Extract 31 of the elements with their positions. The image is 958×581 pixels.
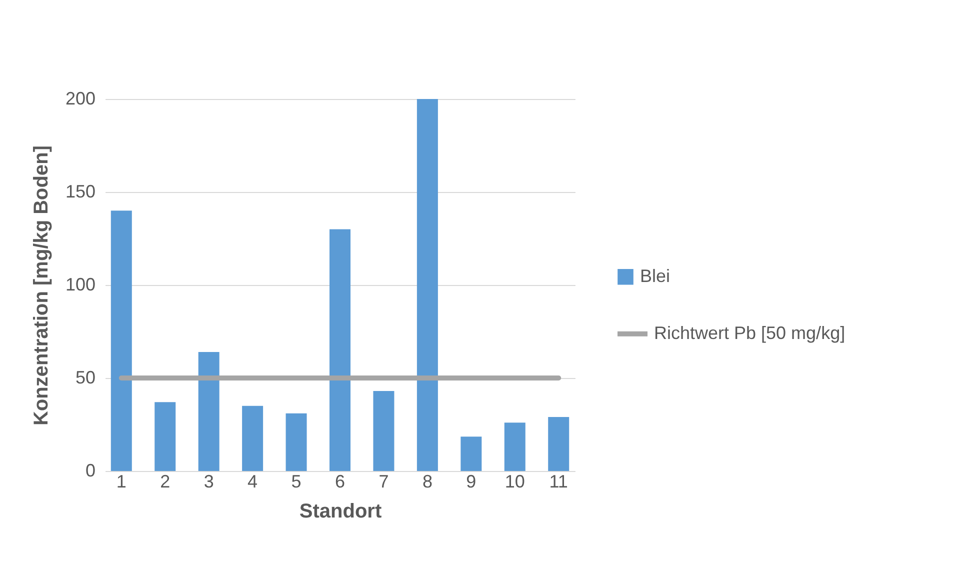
- x-tick-label: 4: [248, 472, 258, 492]
- x-tick-label: 8: [422, 472, 432, 492]
- y-tick-label: 150: [65, 182, 96, 202]
- x-tick-label: 11: [549, 472, 568, 492]
- bar: [198, 352, 220, 471]
- x-tick-label: 10: [504, 472, 525, 492]
- bar: [416, 99, 438, 471]
- y-tick-label: 50: [75, 368, 96, 388]
- bar: [154, 402, 176, 471]
- bar: [373, 391, 394, 471]
- x-tick-label: 3: [204, 472, 214, 492]
- y-tick-label: 100: [65, 274, 96, 294]
- bar: [110, 210, 132, 471]
- x-tick-label: 6: [334, 472, 346, 492]
- x-tick-label: 5: [291, 472, 302, 492]
- legend-label: Blei: [640, 266, 670, 286]
- y-axis-title: Konzentration [mg/kg Boden]: [30, 146, 52, 426]
- y-tick-label: 200: [65, 88, 96, 108]
- legend-label: Richtwert Pb [50 mg/kg]: [654, 322, 846, 343]
- x-tick-label: 9: [466, 472, 476, 492]
- bar: [460, 436, 482, 471]
- bar: [286, 413, 307, 471]
- bar: [242, 406, 264, 471]
- bar: [330, 229, 350, 471]
- x-tick-label: 2: [160, 472, 170, 492]
- bar: [548, 417, 570, 471]
- x-axis-title: Standort: [299, 500, 382, 522]
- x-tick-label: 7: [378, 472, 389, 492]
- bar: [504, 422, 526, 471]
- x-tick-label: 1: [116, 472, 126, 492]
- y-tick-label: 0: [85, 460, 96, 480]
